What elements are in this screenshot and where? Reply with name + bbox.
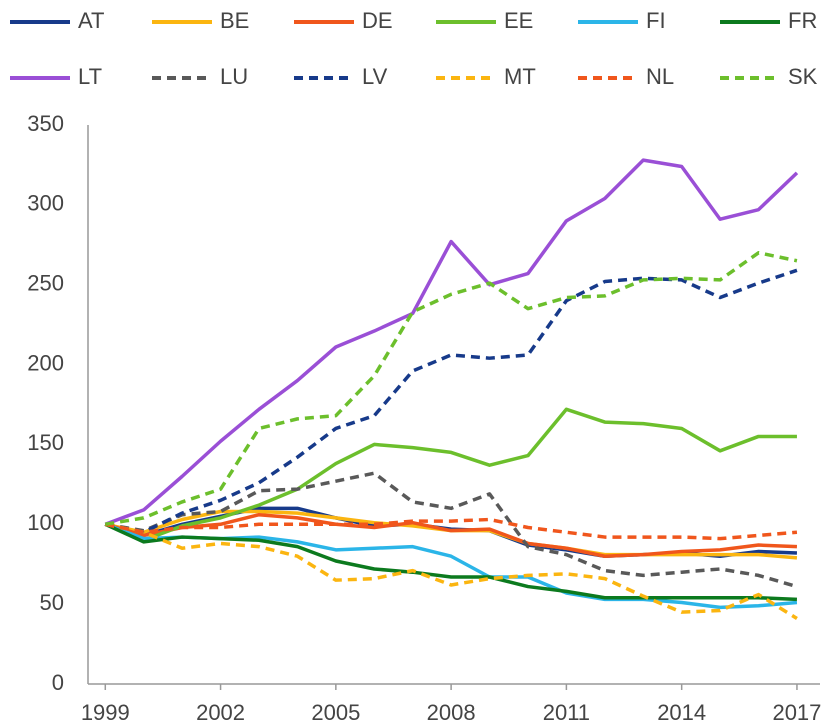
line-series <box>104 517 798 541</box>
line-series <box>104 522 798 621</box>
x-tick-label: 2002 <box>196 700 245 725</box>
y-tick-label: 100 <box>27 510 64 535</box>
line-series <box>104 512 798 558</box>
y-tick-label: 300 <box>27 191 64 216</box>
line-series <box>104 407 797 543</box>
line-series <box>105 251 798 527</box>
y-tick-label: 150 <box>27 430 64 455</box>
line-series <box>104 158 799 526</box>
x-tick-label: 2011 <box>543 700 590 725</box>
x-tick-label: 2017 <box>772 700 821 725</box>
y-tick-label: 50 <box>40 590 64 615</box>
y-tick-label: 350 <box>27 111 64 136</box>
legend-label: FI <box>646 8 666 33</box>
legend-label: LU <box>220 64 248 89</box>
y-tick-label: 250 <box>27 271 64 296</box>
legend-label: FR <box>788 8 817 33</box>
y-tick-label: 200 <box>27 350 64 375</box>
legend-label: BE <box>220 8 249 33</box>
legend-label: AT <box>78 8 104 33</box>
x-tick-label: 1999 <box>81 700 130 725</box>
legend-label: MT <box>504 64 536 89</box>
y-tick-label: 0 <box>52 670 64 695</box>
x-tick-label: 2014 <box>657 700 706 725</box>
legend-label: SK <box>788 64 818 89</box>
x-tick-label: 2008 <box>427 700 476 725</box>
line-series <box>104 522 798 602</box>
line-series <box>105 471 798 589</box>
legend-label: LT <box>78 64 102 89</box>
legend-label: DE <box>362 8 393 33</box>
line-series <box>104 268 798 535</box>
legend-label: LV <box>362 64 388 89</box>
legend-label: NL <box>646 64 674 89</box>
legend-label: EE <box>504 8 533 33</box>
x-tick-label: 2005 <box>311 700 360 725</box>
